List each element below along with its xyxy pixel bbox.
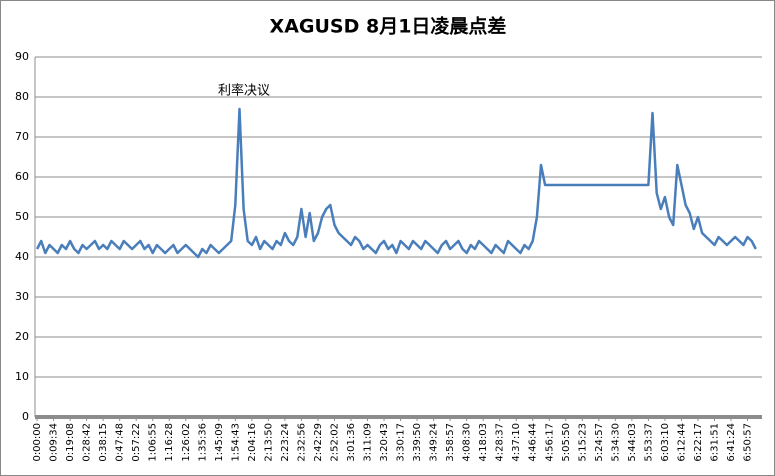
x-tick-label: 4:37:10 <box>511 423 522 462</box>
y-tick-label: 80 <box>15 90 29 103</box>
y-tick-label: 0 <box>22 410 29 423</box>
x-tick-label: 0:57:22 <box>131 423 142 462</box>
x-tick-label: 1:35:36 <box>197 423 208 462</box>
x-tick-label: 4:08:30 <box>462 423 473 462</box>
x-tick-label: 2:52:02 <box>329 423 340 462</box>
x-tick-label: 2:04:16 <box>247 423 258 462</box>
x-tick-label: 2:23:24 <box>280 423 291 462</box>
x-tick-label: 3:11:09 <box>363 423 374 462</box>
x-tick-label: 0:38:15 <box>98 423 109 462</box>
x-tick-label: 3:39:50 <box>412 423 423 462</box>
x-tick-label: 1:16:28 <box>164 423 175 462</box>
x-tick-label: 3:01:36 <box>346 423 357 462</box>
x-tick-label: 3:58:57 <box>445 423 456 462</box>
line-series <box>35 107 757 259</box>
x-tick-label: 1:06:55 <box>148 423 159 462</box>
y-tick-label: 90 <box>15 50 29 63</box>
x-tick-label: 3:30:17 <box>396 423 407 462</box>
x-tick-label: 5:05:50 <box>561 423 572 462</box>
x-tick-label: 2:13:50 <box>263 423 274 462</box>
x-tick-label: 6:22:17 <box>693 423 704 462</box>
x-tick-label: 0:19:08 <box>65 423 76 462</box>
x-tick-label: 6:41:24 <box>726 423 737 462</box>
x-tick-label: 0:09:34 <box>49 423 60 462</box>
x-tick-label: 0:28:42 <box>82 423 93 462</box>
x-tick-label: 6:31:51 <box>709 423 720 462</box>
x-tick-label: 1:54:43 <box>230 423 241 462</box>
y-tick-label: 20 <box>15 330 29 343</box>
x-tick-label: 1:45:09 <box>214 423 225 462</box>
x-tick-label: 5:53:37 <box>643 423 654 462</box>
x-tick-label: 6:12:44 <box>676 423 687 462</box>
x-tick-label: 4:18:03 <box>478 423 489 462</box>
x-tick-label: 5:15:23 <box>577 423 588 462</box>
x-tick-label: 5:34:30 <box>610 423 621 462</box>
y-tick-label: 50 <box>15 210 29 223</box>
y-tick-label: 10 <box>15 370 29 383</box>
x-tick-label: 1:26:02 <box>181 423 192 462</box>
x-tick-label: 0:00:00 <box>32 423 43 462</box>
x-tick-label: 6:03:10 <box>660 423 671 462</box>
chart-title: XAGUSD 8月1日凌晨点差 <box>270 15 507 38</box>
x-tick-label: 3:20:43 <box>379 423 390 462</box>
x-tick-label: 2:42:29 <box>313 423 324 462</box>
x-tick-label: 4:28:37 <box>495 423 506 462</box>
x-tick-label: 4:46:44 <box>528 423 539 462</box>
y-tick-label: 70 <box>15 130 29 143</box>
x-tick-label: 4:56:17 <box>544 423 555 462</box>
x-tick-label: 6:50:57 <box>743 423 754 462</box>
y-tick-label: 40 <box>15 250 29 263</box>
annotation: 利率决议 <box>218 83 270 99</box>
y-tick-label: 60 <box>15 170 29 183</box>
x-tick-label: 5:44:03 <box>627 423 638 462</box>
x-tick-label: 2:32:56 <box>296 423 307 462</box>
x-tick-label: 5:24:57 <box>594 423 605 462</box>
y-tick-label: 30 <box>15 290 29 303</box>
x-tick-label: 3:49:24 <box>429 423 440 462</box>
x-tick-label: 0:47:48 <box>115 423 126 462</box>
